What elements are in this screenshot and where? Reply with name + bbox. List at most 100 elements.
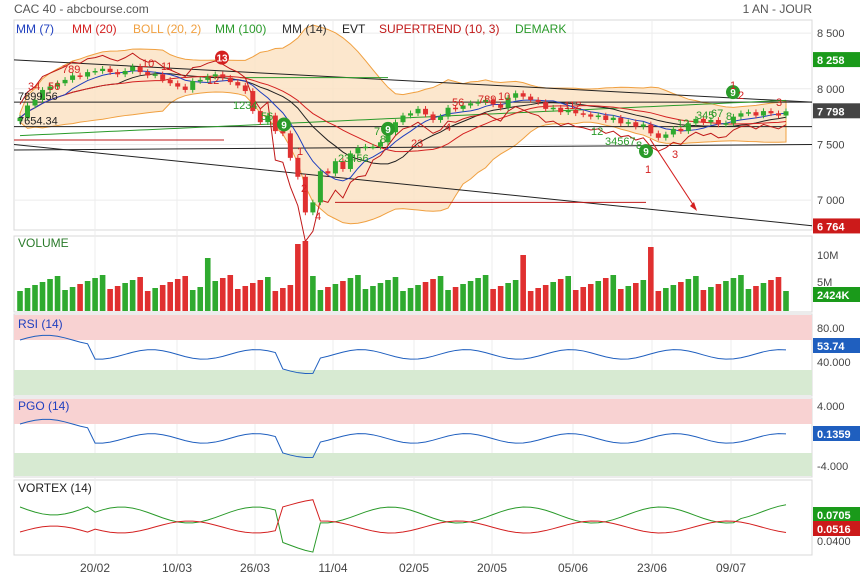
candle-body xyxy=(400,115,406,123)
volume-bar xyxy=(332,284,339,311)
pgo-title: PGO (14) xyxy=(18,399,69,413)
volume-bar xyxy=(392,277,399,311)
volume-bar xyxy=(280,288,286,311)
volume-bar xyxy=(452,287,459,311)
volume-bar xyxy=(189,290,196,311)
volume-bar xyxy=(723,281,729,311)
candle-body xyxy=(392,122,398,133)
demark-count-7: 56 xyxy=(261,111,273,123)
candle-body xyxy=(287,133,293,158)
ma20-line xyxy=(19,75,787,153)
demark-marker-0: 13 xyxy=(216,54,228,65)
indicator-legend: MM (7) MM (20) BOLL (20, 2) MM (100) MM (14)… xyxy=(16,22,566,36)
candle-body xyxy=(107,68,113,73)
volume-bar xyxy=(122,283,128,311)
candle-body xyxy=(325,171,331,174)
candle-body xyxy=(730,116,736,124)
candle-body xyxy=(100,68,106,71)
volume-bar xyxy=(17,291,23,311)
volume-bar xyxy=(587,284,594,311)
volume-bar xyxy=(572,290,579,311)
legend-item-3: MM (100) xyxy=(215,22,266,36)
candle-body xyxy=(678,128,684,132)
candle-body xyxy=(385,132,391,143)
candle-body xyxy=(610,117,616,120)
volume-bar xyxy=(265,277,271,311)
vortex-minus-line xyxy=(19,499,787,534)
level-label-upper: 7899.56 xyxy=(18,91,58,103)
volume-bar xyxy=(250,283,256,311)
candle-body xyxy=(715,119,721,125)
candle-body xyxy=(453,107,459,110)
candle-body xyxy=(250,91,256,112)
candle-body xyxy=(47,86,53,90)
volume-bar xyxy=(295,244,301,311)
volume-bar xyxy=(670,285,677,311)
candle-body xyxy=(242,85,248,92)
candle-body xyxy=(460,105,466,109)
volume-bar xyxy=(460,284,466,311)
header-title: CAC 40 - abcbourse.com xyxy=(14,2,149,16)
candle-body xyxy=(197,79,203,82)
volume-bar xyxy=(505,283,511,311)
candle-body xyxy=(633,122,639,127)
candle-body xyxy=(190,81,196,90)
demark-marker-2: 9 xyxy=(385,125,391,136)
volume-bar xyxy=(92,278,98,311)
candle-body xyxy=(272,115,278,132)
x-axis-label-4: 02/05 xyxy=(399,561,429,575)
volume-bar xyxy=(678,282,684,311)
demark-count-5: 12 xyxy=(207,75,219,87)
demark-count-14: 23 xyxy=(411,138,423,150)
volume-bar xyxy=(760,283,767,311)
volume-bar xyxy=(700,290,707,311)
volume-bar xyxy=(475,278,481,311)
x-axis-label-5: 20/05 xyxy=(477,561,507,575)
candle-body xyxy=(167,79,173,84)
price-badge-bg-2 xyxy=(813,218,860,234)
volume-bar xyxy=(430,279,436,311)
price-badge-1: 7 798 xyxy=(817,106,845,118)
volume-bar xyxy=(775,277,782,311)
volume-bar xyxy=(753,286,759,311)
axis-layer: 20/02 10/03 26/03 11/04 02/05 20/05 05/06 23/06… xyxy=(80,561,746,575)
trendline-upper xyxy=(13,59,813,103)
candle-body xyxy=(212,74,218,77)
legend-item-1: MM (20) xyxy=(72,22,117,36)
volume-bar xyxy=(565,276,572,311)
demark-marker-circle xyxy=(277,117,291,132)
x-axis-label-8: 09/07 xyxy=(716,561,746,575)
volume-bar xyxy=(490,289,496,311)
candle-body xyxy=(377,142,383,147)
candle-body xyxy=(265,115,271,123)
volume-bar xyxy=(497,286,504,311)
candle-body xyxy=(618,117,624,124)
candle-body xyxy=(783,111,789,116)
candle-body xyxy=(347,153,353,169)
vortex-badge-1: 0.0516 xyxy=(817,524,851,536)
candle-body xyxy=(92,70,98,73)
candle-body xyxy=(160,74,166,80)
candle-body xyxy=(603,115,609,120)
pgo-panel: 4.000 -4.000 0.1359 xyxy=(14,399,860,476)
vortex-badge-bg-1 xyxy=(813,521,860,536)
candle-body xyxy=(648,124,654,134)
volume-bar xyxy=(159,285,166,311)
candle-body xyxy=(235,82,241,86)
volume-bar xyxy=(415,285,421,311)
x-axis-label-3: 11/04 xyxy=(318,561,347,575)
volume-bar xyxy=(370,286,376,311)
vortex-plus-line xyxy=(19,504,787,553)
volume-bar xyxy=(715,284,722,311)
rsi-badge-bg xyxy=(813,338,860,353)
demark-count-9: 2 xyxy=(301,183,307,195)
volume-bar xyxy=(144,291,151,311)
volume-bar xyxy=(54,276,61,311)
volume-bar xyxy=(730,278,737,311)
candle-body xyxy=(17,117,23,122)
candle-body xyxy=(370,146,376,149)
pgo-badge-bg xyxy=(813,426,860,441)
